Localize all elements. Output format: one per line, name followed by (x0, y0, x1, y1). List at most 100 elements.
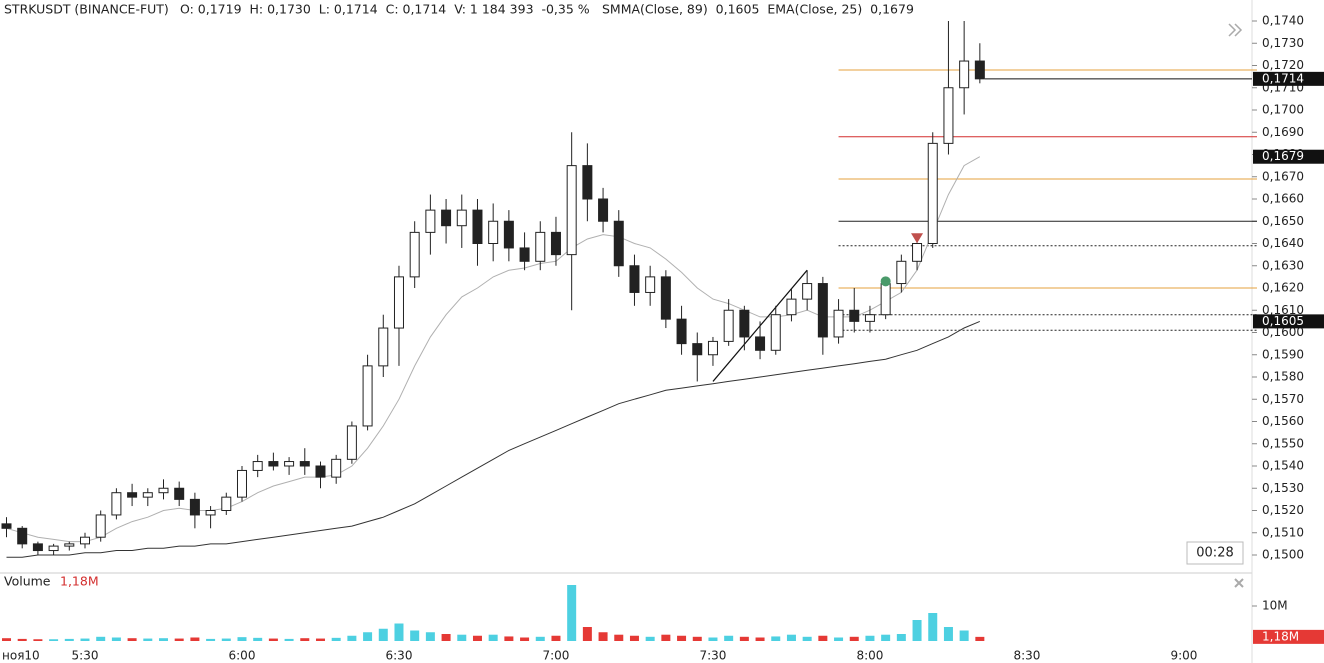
volume-bar (614, 634, 624, 641)
volume-bar (206, 638, 216, 641)
candle-body (425, 209, 436, 233)
volume-bar (551, 635, 561, 641)
ema-line (6, 156, 981, 543)
candle-body (331, 458, 342, 478)
candle-body (519, 247, 530, 262)
candle-body (456, 209, 467, 227)
volume-bar (677, 635, 687, 641)
candle-body (189, 498, 200, 516)
volume-bar (378, 628, 388, 641)
volume-bar (724, 635, 734, 641)
candle-body (174, 487, 185, 500)
volume-bar (425, 632, 435, 641)
volume-bar (80, 638, 90, 641)
candle-body (409, 231, 420, 278)
candle-body (739, 309, 750, 338)
candle-body (849, 309, 860, 322)
volume-bar (802, 636, 812, 641)
y-tick-label: 0,1610 (1262, 303, 1304, 317)
volume-bar (237, 637, 247, 641)
candle-body (48, 545, 59, 552)
volume-bar (520, 637, 530, 641)
close-pane[interactable] (1234, 578, 1244, 588)
volume-bar (535, 636, 545, 641)
volume-bar (143, 638, 153, 641)
y-tick-label: 0,1600 (1262, 325, 1304, 339)
ohlc: O: 0,1719 H: 0,1730 L: 0,1714 C: 0,1714 … (180, 2, 590, 17)
volume-bar (457, 634, 467, 641)
candle-body (550, 231, 561, 256)
candle-body (158, 487, 169, 494)
x-tick-label: 8:00 (856, 649, 883, 663)
y-tick-label: 0,1690 (1262, 125, 1304, 139)
volume-bar (300, 638, 310, 641)
candle-body (95, 514, 106, 538)
candle-body (755, 336, 766, 351)
volume-bar (959, 630, 969, 641)
volume-bar (755, 637, 765, 641)
candle-body (707, 340, 718, 356)
timer: 00:28 (1196, 546, 1233, 561)
candle-body (205, 510, 216, 516)
x-tick-label: 7:00 (542, 649, 569, 663)
volume-bar (708, 637, 718, 641)
indicators: SMMA(Close, 89) 0,1605 EMA(Close, 25) 0,… (602, 2, 914, 17)
candle-body (1, 523, 12, 529)
y-tick-label: 0,1670 (1262, 169, 1304, 183)
candle-body (770, 314, 781, 351)
y-tick-label: 0,1700 (1262, 103, 1304, 117)
y-tick-label: 0,1500 (1262, 548, 1304, 562)
volume-bar (692, 636, 702, 641)
y-tick-label: 0,1550 (1262, 436, 1304, 450)
x-tick-label: 8:30 (1013, 649, 1040, 663)
price-tag-label: 0,1714 (1262, 71, 1304, 85)
volume-bar (834, 637, 844, 641)
volume-bar (394, 623, 404, 641)
volume-tag (1253, 629, 1324, 644)
candle-body (378, 327, 389, 367)
candle-body (566, 165, 577, 256)
y-tick-label: 0,1560 (1262, 414, 1304, 428)
volume-title: Volume (4, 574, 51, 589)
volume-bar (347, 635, 357, 641)
volume-bar (896, 634, 906, 641)
y-tick-label: 0,1730 (1262, 36, 1304, 50)
volume-bar (363, 632, 373, 641)
candle-body (802, 283, 813, 300)
y-tick-label: 0,1570 (1262, 392, 1304, 406)
candle-body (676, 318, 687, 345)
candle-body (864, 314, 875, 322)
candle-body (80, 536, 90, 545)
candle-body (927, 142, 938, 244)
y-tick-label: 0,1740 (1262, 14, 1304, 28)
volume-bar (598, 632, 608, 641)
sell-marker (911, 233, 924, 244)
price-tag (1253, 314, 1324, 329)
volume-bar (661, 634, 671, 641)
candle-body (629, 265, 640, 293)
candle-body (252, 461, 263, 471)
y-tick-label: 0,1510 (1262, 525, 1304, 539)
volume-bar (472, 635, 482, 641)
x-tick-label: 9:00 (1170, 649, 1197, 663)
x-tick-label: 6:30 (386, 649, 413, 663)
buy-marker (880, 276, 891, 287)
volume-bar (582, 627, 592, 641)
volume-bar (771, 636, 781, 641)
candle-body (299, 461, 310, 467)
candle-body (582, 165, 593, 200)
volume-bar (17, 638, 27, 641)
y-tick-label: 0,1660 (1262, 192, 1304, 206)
volume-bar (331, 637, 341, 641)
candle-body (645, 276, 656, 293)
smma-line (6, 320, 980, 558)
y-tick-label: 0,1580 (1262, 370, 1304, 384)
candle-body (127, 492, 138, 498)
volume-bar (881, 634, 891, 641)
candle-body (959, 60, 970, 89)
volume-bar (504, 636, 514, 641)
candle-body (896, 260, 907, 285)
candle-body (472, 209, 483, 244)
scroll-button[interactable] (1228, 23, 1243, 37)
volume-bar (928, 613, 938, 641)
